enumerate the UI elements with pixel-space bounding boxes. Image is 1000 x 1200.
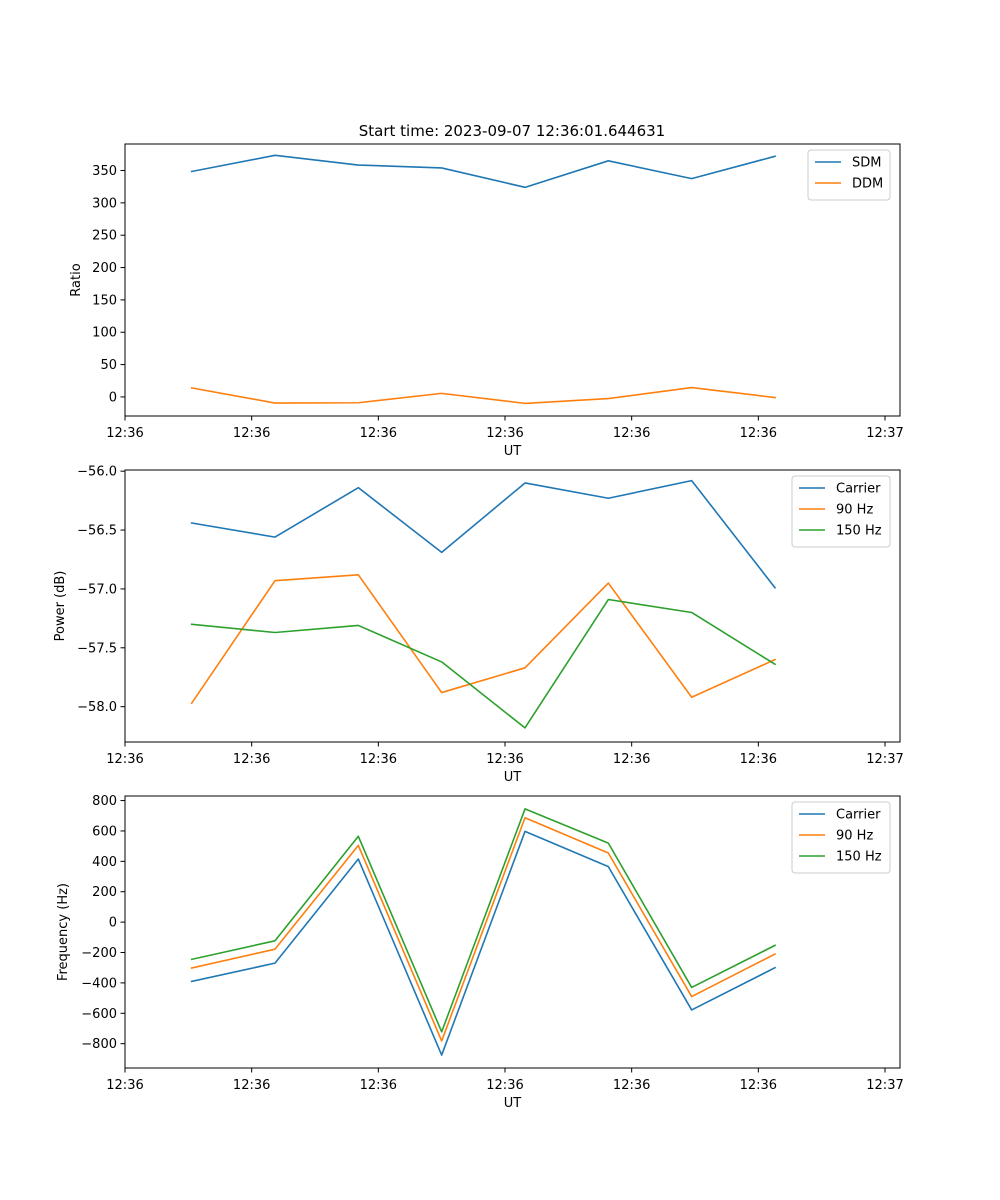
- ratio-x-tick-label: 12:36: [740, 426, 777, 441]
- power-y-tick-label: −57.0: [77, 582, 117, 597]
- frequency-panel: 12:36 12:36 12:36 12:36 12:36 12:36 12:37 −800 −…: [56, 794, 904, 1111]
- ratio-y-tick-label: 50: [100, 358, 117, 373]
- ratio-axes-frame: [124, 143, 901, 417]
- frequency-y-tick-label: −400: [81, 976, 117, 991]
- ratio-legend-label: SDM: [852, 156, 881, 171]
- ratio-series-sdm-line: [190, 154, 776, 189]
- frequency-y-tick-label: −800: [81, 1037, 117, 1052]
- frequency-y-axis-label: Frequency (Hz): [56, 883, 71, 981]
- frequency-legend: Carrier 90 Hz 150 Hz: [791, 801, 891, 874]
- frequency-legend-label: 150 Hz: [836, 850, 882, 865]
- frequency-x-tick-label: 12:36: [233, 1078, 270, 1093]
- power-x-tick-label: 12:37: [866, 752, 903, 767]
- power-x-tick-label: 12:36: [233, 752, 270, 767]
- frequency-y-tick-label: −600: [81, 1007, 117, 1022]
- frequency-y-tick-label: 800: [92, 794, 117, 809]
- power-legend-label: Carrier: [836, 482, 881, 497]
- figure-title: Start time: 2023-09-07 12:36:01.644631: [359, 122, 665, 140]
- frequency-series-150-hz-line: [190, 808, 777, 1033]
- frequency-x-tick-label: 12:36: [486, 1078, 523, 1093]
- power-y-tick-label: −57.5: [77, 641, 117, 656]
- frequency-legend-label: 90 Hz: [836, 829, 873, 844]
- power-y-tick-label: −58.0: [77, 700, 117, 715]
- ratio-legend-label: DDM: [852, 177, 883, 192]
- frequency-x-tick-label: 12:36: [360, 1078, 397, 1093]
- ratio-x-tick-label: 12:37: [866, 426, 903, 441]
- power-series-150-hz-line: [190, 598, 777, 729]
- power-x-tick-label: 12:36: [740, 752, 777, 767]
- ratio-y-tick-label: 350: [92, 164, 117, 179]
- ratio-y-tick-label: 250: [92, 229, 117, 244]
- frequency-x-tick-label: 12:36: [106, 1078, 143, 1093]
- power-axes-frame: [124, 469, 901, 743]
- power-x-tick-label: 12:36: [486, 752, 523, 767]
- frequency-x-tick-label: 12:37: [866, 1078, 903, 1093]
- power-x-tick-label: 12:36: [106, 752, 143, 767]
- ratio-y-tick-label: 100: [92, 326, 117, 341]
- frequency-axes-frame: [124, 795, 901, 1069]
- power-y-tick-label: −56.5: [77, 524, 117, 539]
- power-series-90-hz-line: [190, 573, 777, 705]
- frequency-y-tick-label: −200: [81, 946, 117, 961]
- power-legend-label: 90 Hz: [836, 503, 873, 518]
- frequency-x-tick-label: 12:36: [740, 1078, 777, 1093]
- power-legend-label: 150 Hz: [836, 524, 882, 539]
- frequency-series-90-hz-line: [190, 816, 777, 1042]
- ratio-x-tick-label: 12:36: [613, 426, 650, 441]
- ratio-x-axis-label: UT: [504, 444, 522, 459]
- ratio-y-tick-label: 300: [92, 196, 117, 211]
- ratio-x-tick-label: 12:36: [233, 426, 270, 441]
- power-x-tick-label: 12:36: [360, 752, 397, 767]
- frequency-x-tick-label: 12:36: [613, 1078, 650, 1093]
- frequency-legend-label: Carrier: [836, 808, 881, 823]
- power-x-axis-label: UT: [504, 770, 522, 785]
- ratio-x-tick-label: 12:36: [360, 426, 397, 441]
- frequency-y-tick-label: 400: [92, 855, 117, 870]
- frequency-y-tick-label: 200: [92, 885, 117, 900]
- ratio-x-tick-label: 12:36: [486, 426, 523, 441]
- power-series-carrier-line: [190, 479, 777, 589]
- ratio-y-tick-label: 200: [92, 261, 117, 276]
- frequency-y-tick-label: 600: [92, 824, 117, 839]
- ratio-y-axis-label: Ratio: [69, 263, 84, 296]
- power-y-tick-label: −56.0: [77, 465, 117, 480]
- power-panel: 12:36 12:36 12:36 12:36 12:36 12:36 12:37 −58.0…: [53, 465, 904, 785]
- power-legend: Carrier 90 Hz 150 Hz: [791, 475, 891, 548]
- ratio-panel: 12:36 12:36 12:36 12:36 12:36 12:36 12:37 0 50 10…: [69, 143, 904, 459]
- ratio-series-ddm-line: [190, 386, 776, 405]
- frequency-y-tick-label: 0: [109, 916, 117, 931]
- ratio-legend: SDM DDM: [807, 149, 891, 201]
- power-y-axis-label: Power (dB): [53, 571, 68, 642]
- ratio-x-tick-label: 12:36: [106, 426, 143, 441]
- power-x-tick-label: 12:36: [613, 752, 650, 767]
- ratio-y-tick-label: 150: [92, 293, 117, 308]
- ratio-y-tick-label: 0: [109, 390, 117, 405]
- frequency-series-carrier-line: [190, 830, 777, 1056]
- frequency-x-axis-label: UT: [504, 1096, 522, 1111]
